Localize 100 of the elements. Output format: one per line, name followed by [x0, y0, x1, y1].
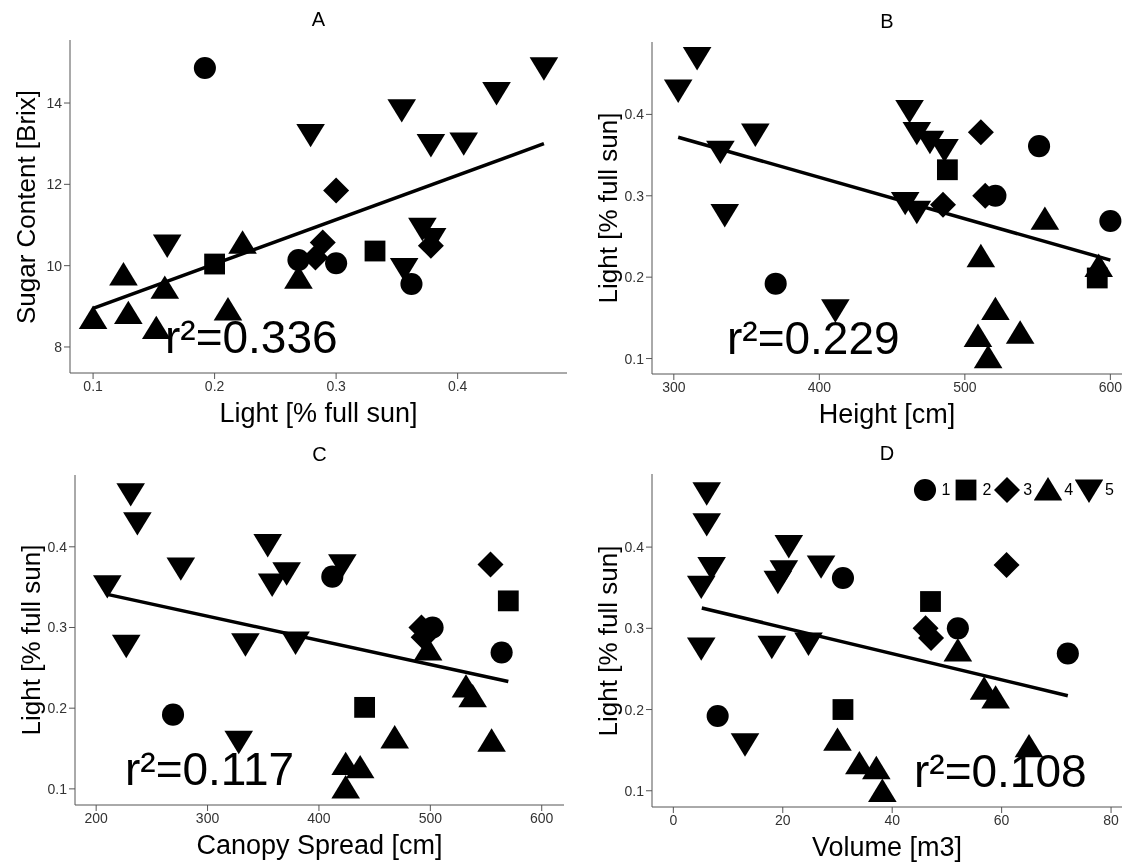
y-tick-label: 8 — [54, 338, 63, 355]
point — [477, 551, 504, 578]
point — [458, 683, 487, 708]
point — [482, 82, 511, 106]
point — [831, 566, 855, 590]
annotation: r²=0.229 — [727, 312, 900, 364]
x-tick-label: 0.4 — [447, 377, 468, 394]
legend-label: 5 — [1105, 481, 1114, 499]
y-tick-label: 0.1 — [47, 780, 68, 797]
point — [823, 727, 852, 751]
point — [272, 562, 301, 586]
y-tick-label: 0.2 — [47, 700, 68, 717]
point — [920, 591, 941, 612]
y-axis-title: Light [% full sun] — [593, 545, 623, 736]
point — [832, 699, 854, 720]
point — [323, 177, 350, 204]
point — [1099, 209, 1122, 233]
point — [1028, 135, 1051, 158]
chart-title: A — [310, 8, 327, 31]
point — [296, 123, 325, 148]
point — [862, 755, 891, 780]
annotation: r²=0.336 — [165, 311, 338, 363]
chart-title: C — [311, 443, 328, 466]
point — [967, 119, 994, 146]
point — [166, 557, 196, 581]
annotation: r²=0.117 — [125, 743, 295, 795]
point — [345, 754, 375, 779]
point — [1084, 253, 1114, 277]
point — [692, 482, 722, 506]
y-axis-title: Sugar Content [Brix] — [11, 89, 41, 324]
point — [389, 258, 419, 282]
x-tick-label: 0 — [669, 811, 678, 828]
point — [111, 634, 141, 659]
x-tick-label: 300 — [662, 378, 686, 395]
point — [78, 305, 108, 329]
point — [706, 704, 729, 728]
point — [757, 635, 787, 660]
x-tick-label: 400 — [807, 378, 832, 395]
y-tick-label: 0.1 — [624, 782, 645, 799]
point — [309, 229, 336, 256]
point — [328, 554, 357, 578]
x-tick-label: 60 — [993, 811, 1010, 828]
point — [321, 565, 344, 588]
point — [763, 570, 793, 595]
x-tick-label: 200 — [84, 809, 109, 826]
point — [529, 57, 559, 81]
point — [936, 159, 958, 181]
x-axis-title: Canopy Spread [cm] — [195, 829, 444, 861]
x-tick-label: 40 — [884, 811, 901, 828]
point — [93, 575, 122, 599]
point — [692, 513, 722, 537]
point — [973, 344, 1003, 369]
point — [710, 204, 740, 228]
point — [490, 641, 513, 664]
x-tick-label: 600 — [530, 809, 554, 826]
y-tick-label: 0.2 — [624, 269, 645, 286]
x-tick-label: 500 — [418, 809, 443, 826]
y-tick-label: 0.4 — [47, 538, 68, 555]
y-tick-label: 0.4 — [624, 106, 645, 123]
point — [123, 512, 152, 536]
point — [449, 132, 479, 156]
x-axis-title: Light [% full sun] — [218, 397, 419, 429]
point — [981, 685, 1010, 709]
x-tick-label: 20 — [774, 811, 791, 828]
y-tick-label: 0.3 — [624, 187, 645, 204]
point — [231, 633, 260, 657]
point — [1056, 642, 1079, 665]
point — [741, 123, 770, 147]
y-tick-label: 12 — [46, 176, 63, 193]
point — [400, 272, 423, 296]
legend-label: 1 — [941, 481, 951, 499]
x-axis-title: Volume [m3] — [810, 831, 964, 863]
point — [946, 617, 969, 640]
y-tick-label: 0.2 — [624, 701, 645, 718]
point — [152, 234, 182, 258]
point — [806, 555, 836, 579]
y-tick-label: 0.4 — [624, 539, 645, 556]
point — [686, 575, 716, 600]
y-tick-label: 0.3 — [47, 619, 68, 636]
y-axis-title: Light [% full sun] — [16, 544, 46, 736]
y-tick-label: 14 — [46, 94, 63, 111]
point — [993, 551, 1020, 578]
point — [895, 99, 924, 124]
chart-title: B — [879, 10, 895, 33]
point — [943, 638, 973, 662]
point — [380, 725, 409, 749]
x-tick-label: 600 — [1098, 378, 1123, 395]
point — [150, 275, 180, 299]
point — [325, 252, 348, 275]
y-tick-label: 0.3 — [624, 620, 645, 637]
point — [109, 262, 138, 286]
x-tick-label: 0.2 — [204, 377, 225, 394]
x-tick-label: 80 — [1103, 811, 1120, 828]
x-tick-label: 400 — [307, 809, 331, 826]
point — [161, 703, 185, 726]
point — [963, 323, 993, 347]
point — [686, 637, 716, 661]
point — [114, 300, 143, 325]
point — [966, 243, 996, 268]
point — [981, 296, 1010, 321]
